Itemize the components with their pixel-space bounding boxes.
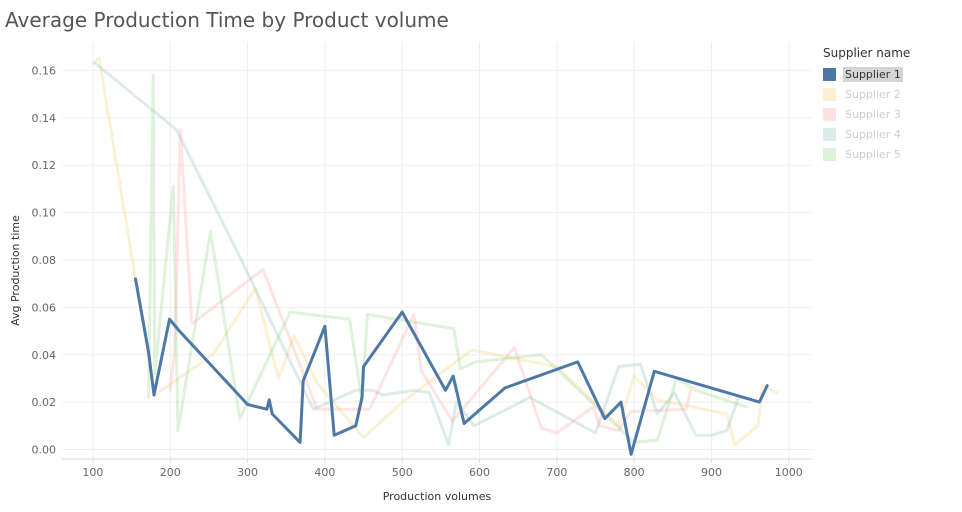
- y-tick-label: 0.06: [32, 301, 57, 314]
- legend-item-supplier-4[interactable]: Supplier 4: [823, 124, 923, 144]
- legend-items: Supplier 1 Supplier 2 Supplier 3 Supplier 4…: [823, 64, 923, 164]
- legend-item-supplier-2[interactable]: Supplier 2: [823, 84, 923, 104]
- legend-item-supplier-5[interactable]: Supplier 5: [823, 144, 923, 164]
- legend-swatch: [823, 127, 836, 141]
- x-tick-label: 500: [392, 466, 413, 479]
- x-tick-label: 700: [546, 466, 567, 479]
- legend-title: Supplier name: [823, 46, 911, 60]
- y-axis-label: Avg Production time: [9, 215, 22, 326]
- legend-label: Supplier 1: [843, 66, 903, 82]
- y-tick-label: 0.00: [32, 444, 57, 457]
- y-tick-label: 0.10: [32, 207, 57, 220]
- series-layer: [91, 57, 779, 456]
- y-tick-label: 0.14: [32, 112, 57, 125]
- x-tick-label: 400: [314, 466, 335, 479]
- series-line-supplier-5[interactable]: [147, 73, 748, 444]
- legend-item-supplier-3[interactable]: Supplier 3: [823, 104, 923, 124]
- series-line-supplier-1[interactable]: [134, 277, 769, 456]
- legend-label: Supplier 5: [845, 147, 901, 161]
- x-tick-label: 100: [82, 466, 103, 479]
- x-axis: 100 200 300 400 500 600 700 800 900 1000: [82, 459, 803, 479]
- y-tick-label: 0.16: [32, 64, 57, 77]
- chart-title: Average Production Time by Product volum…: [5, 8, 449, 32]
- series-line-supplier-4[interactable]: [93, 61, 740, 447]
- x-tick-label: 300: [237, 466, 258, 479]
- legend-item-supplier-1[interactable]: Supplier 1: [823, 64, 923, 84]
- legend-swatch: [823, 107, 836, 121]
- legend-label: Supplier 3: [845, 107, 901, 121]
- y-tick-label: 0.04: [32, 349, 57, 362]
- legend-swatch: [823, 147, 836, 161]
- x-axis-label: Production volumes: [383, 490, 492, 503]
- x-tick-label: 600: [469, 466, 490, 479]
- y-tick-label: 0.08: [32, 254, 57, 267]
- legend-swatch: [823, 67, 836, 81]
- series-line-supplier-3[interactable]: [168, 128, 693, 435]
- x-tick-label: 200: [160, 466, 181, 479]
- legend-label: Supplier 2: [845, 87, 901, 101]
- x-tick-label: 900: [701, 466, 722, 479]
- legend-swatch: [823, 87, 836, 101]
- x-tick-label: 1000: [775, 466, 803, 479]
- grid: [62, 42, 812, 460]
- y-tick-label: 0.12: [32, 159, 57, 172]
- y-axis: 0.00 0.02 0.04 0.06 0.08 0.10 0.12 0.14 0.16: [32, 64, 57, 456]
- legend: Supplier name Supplier 1 Supplier 2 Suppli…: [823, 46, 923, 164]
- y-tick-label: 0.02: [32, 396, 57, 409]
- x-tick-label: 800: [624, 466, 645, 479]
- legend-label: Supplier 4: [845, 127, 901, 141]
